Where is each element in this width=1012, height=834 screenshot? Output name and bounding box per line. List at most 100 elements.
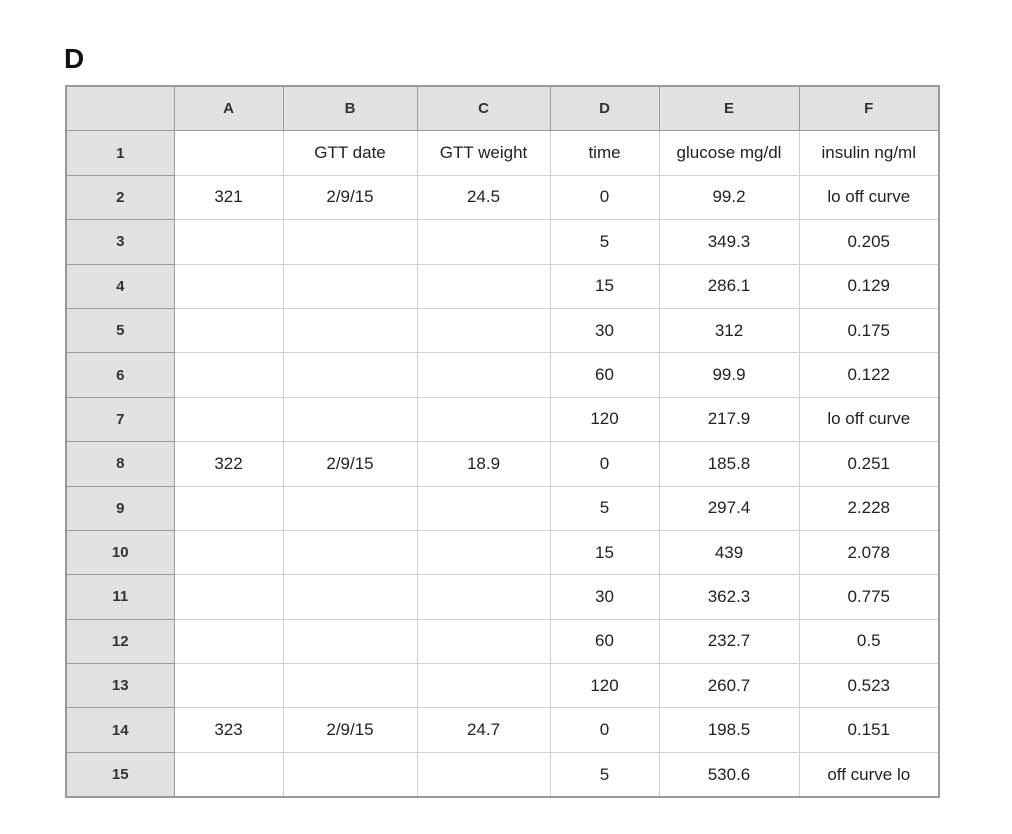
cell-f5[interactable]: 0.175 — [798, 307, 940, 354]
cell-d3[interactable]: 5 — [549, 219, 660, 265]
cell-b5[interactable] — [282, 307, 418, 354]
cell-f15[interactable]: off curve lo — [798, 751, 940, 798]
cell-e10[interactable]: 439 — [658, 529, 800, 576]
corner-cell[interactable] — [65, 85, 175, 132]
cell-c11[interactable] — [416, 574, 551, 620]
cell-e8[interactable]: 185.8 — [658, 441, 800, 487]
cell-b4[interactable] — [282, 263, 418, 309]
cell-f10[interactable]: 2.078 — [798, 529, 940, 576]
cell-e3[interactable]: 349.3 — [658, 219, 800, 265]
column-header-f[interactable]: F — [798, 85, 940, 132]
cell-b13[interactable] — [282, 663, 418, 709]
cell-b15[interactable] — [282, 751, 418, 798]
cell-a13[interactable] — [173, 663, 284, 709]
row-header[interactable]: 2 — [65, 174, 175, 221]
cell-c1[interactable]: GTT weight — [416, 130, 551, 176]
cell-c13[interactable] — [416, 663, 551, 709]
cell-c2[interactable]: 24.5 — [416, 174, 551, 221]
cell-a15[interactable] — [173, 751, 284, 798]
cell-d2[interactable]: 0 — [549, 174, 660, 221]
cell-e4[interactable]: 286.1 — [658, 263, 800, 309]
cell-e7[interactable]: 217.9 — [658, 396, 800, 443]
cell-a8[interactable]: 322 — [173, 441, 284, 487]
cell-a10[interactable] — [173, 529, 284, 576]
cell-b12[interactable] — [282, 618, 418, 665]
cell-a9[interactable] — [173, 485, 284, 531]
cell-e11[interactable]: 362.3 — [658, 574, 800, 620]
cell-b11[interactable] — [282, 574, 418, 620]
cell-c3[interactable] — [416, 219, 551, 265]
cell-c9[interactable] — [416, 485, 551, 531]
cell-b2[interactable]: 2/9/15 — [282, 174, 418, 221]
cell-f1[interactable]: insulin ng/ml — [798, 130, 940, 176]
cell-e14[interactable]: 198.5 — [658, 707, 800, 753]
cell-b10[interactable] — [282, 529, 418, 576]
cell-b14[interactable]: 2/9/15 — [282, 707, 418, 753]
cell-c4[interactable] — [416, 263, 551, 309]
row-header[interactable]: 3 — [65, 219, 175, 265]
cell-b3[interactable] — [282, 219, 418, 265]
row-header[interactable]: 11 — [65, 574, 175, 620]
cell-c6[interactable] — [416, 352, 551, 398]
cell-f14[interactable]: 0.151 — [798, 707, 940, 753]
row-header[interactable]: 6 — [65, 352, 175, 398]
cell-a6[interactable] — [173, 352, 284, 398]
cell-a5[interactable] — [173, 307, 284, 354]
row-header[interactable]: 13 — [65, 663, 175, 709]
cell-e15[interactable]: 530.6 — [658, 751, 800, 798]
cell-c5[interactable] — [416, 307, 551, 354]
column-header-a[interactable]: A — [173, 85, 284, 132]
cell-c7[interactable] — [416, 396, 551, 443]
cell-d8[interactable]: 0 — [549, 441, 660, 487]
cell-d11[interactable]: 30 — [549, 574, 660, 620]
cell-c8[interactable]: 18.9 — [416, 441, 551, 487]
cell-e9[interactable]: 297.4 — [658, 485, 800, 531]
cell-a14[interactable]: 323 — [173, 707, 284, 753]
row-header[interactable]: 9 — [65, 485, 175, 531]
row-header[interactable]: 8 — [65, 441, 175, 487]
cell-f7[interactable]: lo off curve — [798, 396, 940, 443]
column-header-d[interactable]: D — [549, 85, 660, 132]
row-header[interactable]: 10 — [65, 529, 175, 576]
cell-d7[interactable]: 120 — [549, 396, 660, 443]
cell-f9[interactable]: 2.228 — [798, 485, 940, 531]
cell-e2[interactable]: 99.2 — [658, 174, 800, 221]
cell-e1[interactable]: glucose mg/dl — [658, 130, 800, 176]
cell-d4[interactable]: 15 — [549, 263, 660, 309]
cell-b8[interactable]: 2/9/15 — [282, 441, 418, 487]
cell-b7[interactable] — [282, 396, 418, 443]
cell-a3[interactable] — [173, 219, 284, 265]
cell-a2[interactable]: 321 — [173, 174, 284, 221]
cell-e5[interactable]: 312 — [658, 307, 800, 354]
cell-d5[interactable]: 30 — [549, 307, 660, 354]
cell-f2[interactable]: lo off curve — [798, 174, 940, 221]
row-header[interactable]: 14 — [65, 707, 175, 753]
row-header[interactable]: 5 — [65, 307, 175, 354]
row-header[interactable]: 1 — [65, 130, 175, 176]
cell-b9[interactable] — [282, 485, 418, 531]
cell-e6[interactable]: 99.9 — [658, 352, 800, 398]
row-header[interactable]: 7 — [65, 396, 175, 443]
cell-d13[interactable]: 120 — [549, 663, 660, 709]
column-header-e[interactable]: E — [658, 85, 800, 132]
cell-d6[interactable]: 60 — [549, 352, 660, 398]
column-header-b[interactable]: B — [282, 85, 418, 132]
cell-c15[interactable] — [416, 751, 551, 798]
cell-e12[interactable]: 232.7 — [658, 618, 800, 665]
column-header-c[interactable]: C — [416, 85, 551, 132]
row-header[interactable]: 4 — [65, 263, 175, 309]
cell-d15[interactable]: 5 — [549, 751, 660, 798]
cell-a7[interactable] — [173, 396, 284, 443]
cell-a1[interactable] — [173, 130, 284, 176]
cell-f8[interactable]: 0.251 — [798, 441, 940, 487]
cell-c14[interactable]: 24.7 — [416, 707, 551, 753]
cell-f12[interactable]: 0.5 — [798, 618, 940, 665]
cell-d9[interactable]: 5 — [549, 485, 660, 531]
cell-f4[interactable]: 0.129 — [798, 263, 940, 309]
cell-a4[interactable] — [173, 263, 284, 309]
cell-c10[interactable] — [416, 529, 551, 576]
cell-b1[interactable]: GTT date — [282, 130, 418, 176]
cell-f11[interactable]: 0.775 — [798, 574, 940, 620]
row-header[interactable]: 15 — [65, 751, 175, 798]
cell-f6[interactable]: 0.122 — [798, 352, 940, 398]
